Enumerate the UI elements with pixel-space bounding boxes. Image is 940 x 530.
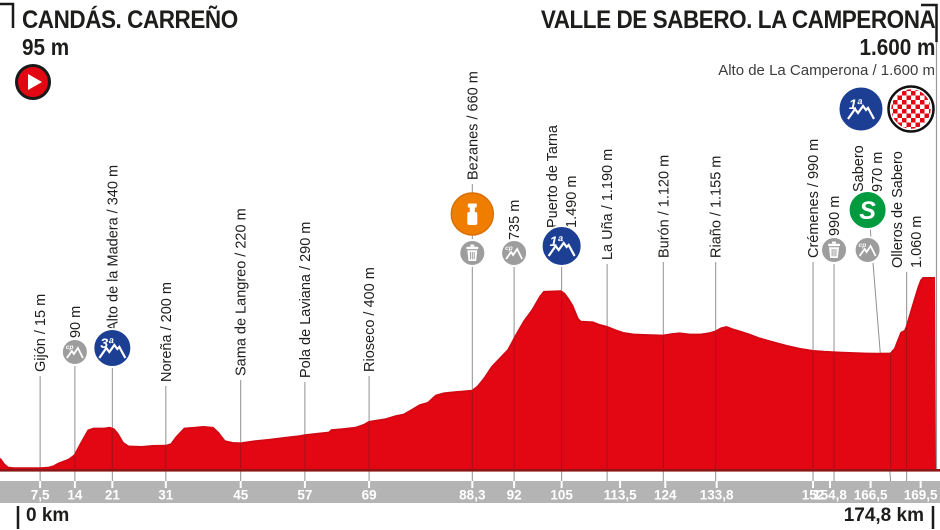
- category-text: 1ª: [849, 96, 863, 112]
- waypoint-label: Crémenes / 990 m: [806, 139, 822, 258]
- waypoint-label: Pola de Laviana / 290 m: [298, 222, 314, 378]
- waypoint-label: Rioseco / 400 m: [362, 267, 378, 372]
- waypoint-label: Olleros de Sabero: [890, 151, 906, 268]
- category-text: 1ª: [550, 233, 564, 249]
- category-1-climb-icon: 1ª: [837, 85, 885, 133]
- sprint-icon: S: [847, 190, 888, 230]
- waypoint-label: La Uña / 1.190 m: [600, 149, 616, 260]
- axis-tick-label: 21: [105, 488, 121, 503]
- play-triangle: [28, 74, 42, 90]
- waypoint-label: Puerto de Tarna: [545, 124, 561, 228]
- category-text: 3ª: [100, 335, 114, 351]
- axis-tick-label: 154,8: [813, 488, 847, 503]
- waypoint-label: 1.060 m: [909, 216, 925, 268]
- cat1-icon: 1ª: [540, 225, 583, 267]
- mountain-glyph: [547, 241, 576, 257]
- start-town-title: CANDÁS. CARREÑO: [22, 6, 238, 34]
- top-left-corner-mark: [0, 2, 15, 28]
- axis-tick-label: 57: [297, 488, 312, 503]
- elevation-profile-surface: [0, 277, 935, 470]
- waypoint-label: Bezanes / 660 m: [465, 71, 481, 180]
- axis-end-km-label: 174,8 km: [843, 505, 924, 526]
- sprint-s-text: S: [859, 197, 876, 225]
- waypoint-label: 90 m: [68, 306, 84, 338]
- baseline-bar: [0, 469, 940, 472]
- axis-tick-label: 166,5: [854, 488, 888, 503]
- waypoint-label: 735 m: [507, 200, 523, 240]
- mountain-glyph: [98, 343, 127, 359]
- axis-tick-label: 133,8: [700, 488, 734, 503]
- axis-tick-label: 88,3: [459, 488, 486, 503]
- icon-circle: [847, 190, 888, 230]
- cp-text: cp: [66, 344, 74, 351]
- cp-icon: cp: [60, 338, 89, 366]
- elevation-profile-area: [0, 278, 936, 470]
- axis-tick-label: 113,5: [604, 488, 638, 503]
- top-right-corner-mark: [921, 3, 938, 42]
- axis-tick-label: 7,5: [31, 488, 50, 503]
- axis-tick-label: 169,5: [904, 488, 938, 503]
- trash-handle: [470, 244, 475, 247]
- finish-checkered-icon: [887, 85, 935, 133]
- checkered-fill: [891, 89, 931, 129]
- mountain-glyph: [505, 247, 523, 260]
- mountain-glyph: [858, 244, 877, 257]
- waypoint-label: Gijón / 15 m: [33, 294, 49, 372]
- waypoint-label: 990 m: [827, 196, 843, 236]
- trash-icon: [458, 239, 487, 267]
- axis-tick-label: 92: [507, 488, 522, 503]
- cp-icon: cp: [853, 236, 882, 264]
- axis-tick-label: 152: [802, 488, 825, 503]
- bidon-cap: [467, 203, 477, 208]
- cat3-icon: 3ª: [92, 328, 133, 368]
- waypoint-label: 1.490 m: [564, 176, 580, 228]
- cp-text: cp: [505, 245, 513, 252]
- axis-start-km-label: 0 km: [26, 505, 70, 526]
- cp-icon: cp: [500, 239, 529, 267]
- trash-lid: [466, 246, 479, 250]
- feed-icon: [450, 192, 495, 236]
- axis-tick-label: 105: [550, 488, 573, 503]
- km-axis-band: [0, 481, 940, 503]
- mountain-glyph: [847, 104, 875, 120]
- axis-tick-label: 45: [233, 488, 249, 503]
- axis-tick-label: 31: [158, 488, 174, 503]
- finish-summit-note: Alto de La Camperona / 1.600 m: [718, 62, 935, 79]
- cp-text: cp: [859, 242, 867, 249]
- waypoint-label: 970 m: [870, 152, 886, 192]
- axis-tick-label: 69: [362, 488, 377, 503]
- trash-handle: [832, 241, 837, 244]
- bidon-neck: [469, 207, 475, 213]
- waypoint-label: Burón / 1.120 m: [656, 155, 672, 258]
- waypoint-label: Sabero: [851, 145, 867, 192]
- waypoint-label: Sama de Langreo / 220 m: [234, 208, 250, 376]
- axis-tick-label: 14: [67, 488, 83, 503]
- waypoint-label: Riaño / 1.155 m: [709, 156, 725, 258]
- finish-town-title: VALLE DE SABERO. LA CAMPERONA: [540, 6, 936, 34]
- waypoint-label: Noreña / 200 m: [159, 282, 175, 382]
- trash-lid: [828, 243, 841, 247]
- bidon-body: [467, 212, 478, 225]
- trash-icon: [820, 236, 849, 264]
- start-elevation-label: 95 m: [22, 34, 70, 60]
- start-play-icon: [15, 64, 51, 100]
- finish-elevation-label: 1.600 m: [859, 34, 935, 60]
- waypoint-label: Alto de la Madera / 340 m: [105, 165, 121, 331]
- mountain-glyph: [66, 346, 84, 359]
- axis-tick-label: 124: [654, 488, 677, 503]
